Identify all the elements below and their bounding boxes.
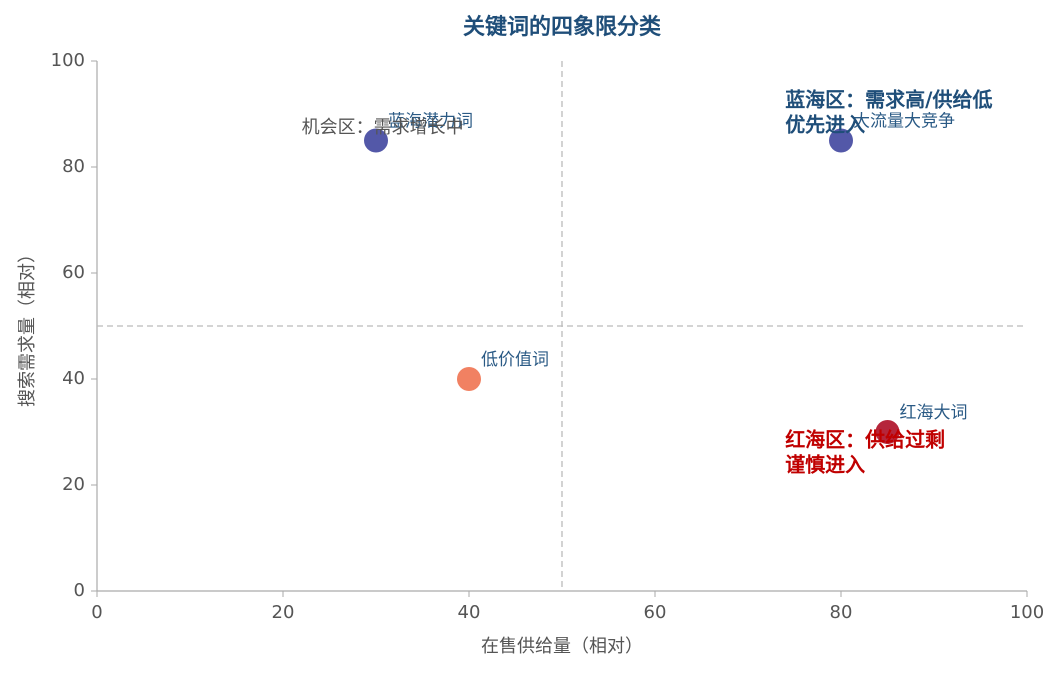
x-tick-label: 20 [272, 602, 295, 623]
x-tick-label: 80 [830, 602, 853, 623]
point [829, 128, 853, 153]
point-label: 大流量大竞争 [853, 112, 955, 132]
annotation: 红海区：供给过剩 [785, 428, 945, 452]
annotation: 谨慎进入 [785, 453, 865, 477]
y-tick-label: 100 [51, 50, 85, 71]
x-axis-label: 在售供给量（相对） [481, 636, 643, 657]
point-label: 蓝海潜力词 [388, 112, 473, 132]
y-tick-label: 60 [62, 262, 85, 283]
y-tick-label: 20 [62, 474, 85, 495]
y-tick-label: 0 [74, 580, 85, 601]
point [364, 128, 388, 153]
point [457, 367, 481, 391]
y-axis-label: 搜索需求量（相对） [17, 245, 38, 407]
x-tick-label: 40 [458, 602, 481, 623]
point-label: 红海大词 [900, 403, 968, 423]
x-tick-label: 0 [91, 602, 102, 623]
annotation: 蓝海区：需求高/供给低 [785, 87, 992, 111]
x-tick-label: 60 [644, 602, 667, 623]
point [875, 420, 900, 444]
y-tick-label: 80 [62, 156, 85, 177]
chart-title: 关键词的四象限分类 [463, 14, 662, 40]
y-tick-label: 40 [62, 368, 85, 389]
annotation: 机会区：需求增长中 [302, 117, 464, 138]
annotation: 优先进入 [785, 112, 865, 136]
point-label: 低价值词 [481, 350, 549, 370]
x-tick-label: 100 [1010, 602, 1044, 623]
